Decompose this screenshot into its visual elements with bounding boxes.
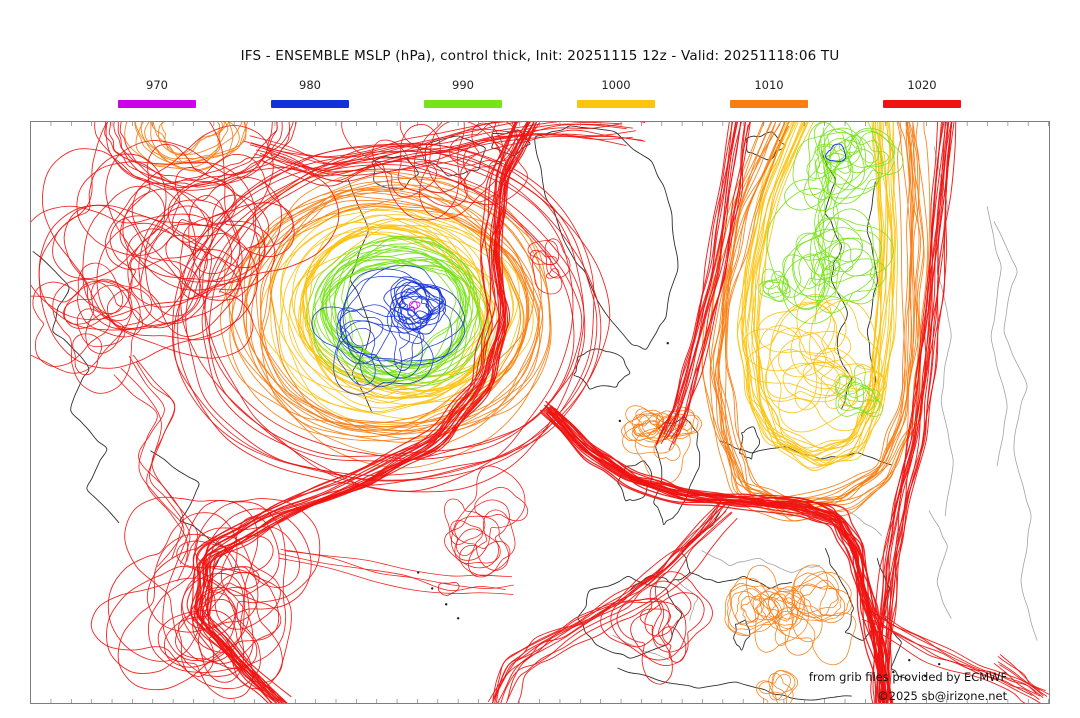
legend-swatch-990	[424, 100, 502, 108]
layer-cyclone-blue-core	[383, 276, 447, 335]
layer-top-left-orange-blob	[124, 122, 248, 172]
layer-border-ceur-1	[701, 550, 820, 573]
legend-label-1020: 1020	[907, 78, 937, 92]
layer-coast-arctic-isle-1	[424, 135, 486, 177]
layer-corner-diagonal	[993, 654, 1049, 697]
layer-coast-iceland	[573, 348, 631, 390]
layer-cyclone-magenta-core	[408, 301, 421, 311]
layer-tunisia-orange	[755, 670, 799, 703]
legend-label-970: 970	[146, 78, 168, 92]
layer-green-arctic-cluster	[784, 122, 904, 212]
legend-swatch-1010	[730, 100, 808, 108]
layer-arctic-blue-member	[824, 143, 847, 162]
legend-label-990: 990	[452, 78, 474, 92]
legend-label-980: 980	[299, 78, 321, 92]
layer-coast-norway	[820, 149, 852, 410]
legend-swatch-1000	[577, 100, 655, 108]
legend-label-1010: 1010	[754, 78, 784, 92]
layer-coast-africa	[617, 667, 852, 701]
layer-southwest-red-tangle	[90, 496, 321, 699]
layer-coast-greenland	[534, 125, 679, 350]
layer-coast-svalbard	[745, 131, 786, 161]
layer-coast-labrador	[150, 450, 228, 583]
layer-spain-red-tangle	[600, 571, 713, 685]
layer-coast-italy	[824, 548, 874, 641]
layer-italy-orange-ring-1	[724, 578, 785, 637]
layer-azores-red-scribble	[444, 465, 529, 578]
layer-central-red-river	[539, 401, 894, 703]
layer-coast-denmark	[739, 426, 761, 460]
frame-ticks	[50, 122, 1049, 703]
layer-cyclone-green-ring	[305, 235, 489, 390]
layer-canada-south-stream	[113, 354, 199, 582]
layer-cyclone-yellow-ring	[260, 204, 534, 425]
layer-border-russia-1	[933, 146, 954, 517]
layer-border-east-coast	[993, 221, 1038, 641]
layer-norway-red-band	[655, 122, 751, 451]
layer-southwest-link	[278, 549, 514, 595]
layer-green-column	[809, 127, 852, 323]
legend-swatch-1020	[883, 100, 961, 108]
layer-east-red-band	[870, 122, 957, 703]
layer-border-balkan	[928, 510, 952, 619]
layer-border-russia-2	[986, 206, 1008, 467]
layer-france-spain-branch	[488, 497, 738, 703]
layer-coast-ireland	[617, 460, 653, 502]
legend-swatch-970	[118, 100, 196, 108]
layer-azores-red-circle	[437, 582, 460, 596]
pressure-legend: 970 980 990 1000 1010 1020	[0, 0, 1080, 115]
layer-green-small-south	[835, 364, 883, 417]
layer-green-baltic-cluster	[766, 187, 894, 324]
layer-coast-baffin	[347, 179, 373, 414]
page-title: IFS - ENSEMBLE MSLP (hPa), control thick…	[240, 48, 840, 64]
layer-scotland-orange-ring-1	[621, 409, 668, 448]
layer-coast-corsica	[733, 619, 751, 651]
layer-italy-orange-fill	[745, 564, 857, 666]
layer-top-left-red-wrap	[94, 122, 297, 191]
map-frame: from grib files provided by ECMWF ©2025 …	[30, 121, 1050, 704]
layer-green-small-west	[758, 268, 791, 303]
layer-coast-britain	[653, 416, 701, 526]
spaghetti-layers	[31, 122, 1049, 703]
layer-border-france	[677, 580, 699, 621]
layer-canada-red-arm	[31, 262, 153, 394]
layer-coast-arctic-isle-2	[371, 155, 419, 191]
legend-swatch-980	[271, 100, 349, 108]
layer-canada-red-tangle	[31, 122, 340, 369]
legend-label-1000: 1000	[601, 78, 631, 92]
layer-scotland-orange-fill	[622, 405, 691, 485]
layer-davis-strait-red	[527, 238, 571, 295]
layer-coast-namerica	[32, 251, 120, 524]
layer-yellow-sweden-fill	[742, 294, 887, 433]
credit-copyright: ©2025 sb@irizone.net	[877, 689, 1007, 703]
credit-source: from grib files provided by ECMWF	[809, 670, 1007, 684]
map-canvas: from grib files provided by ECMWF ©2025 …	[31, 122, 1049, 703]
layer-yellow-horseshoe	[736, 122, 898, 471]
